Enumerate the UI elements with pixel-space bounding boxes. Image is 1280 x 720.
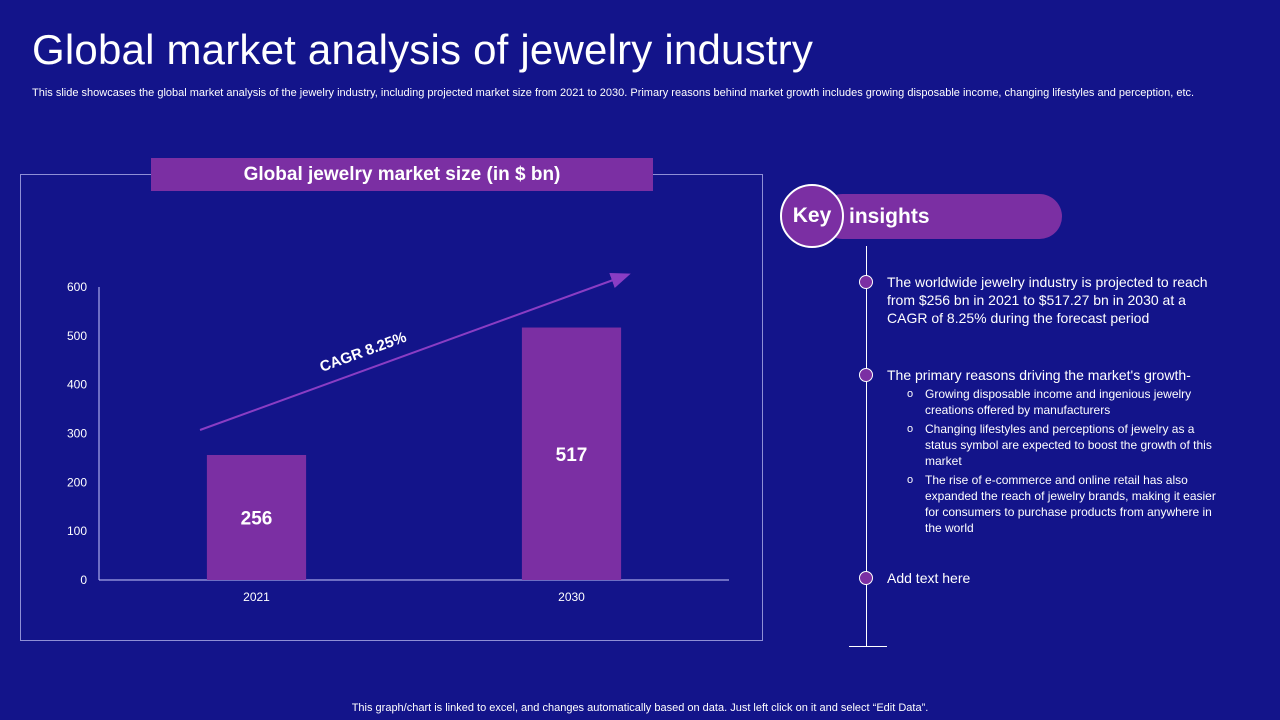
bar-data-label: 517 [556,445,588,466]
bar-2030 [521,327,622,580]
list-item-text: Growing disposable income and ingenious … [925,387,1192,417]
timeline-dot [859,571,873,585]
page-title: Global market analysis of jewelry indust… [32,26,814,73]
key-insights-heading-key: Key [792,204,832,227]
y-tick-label: 600 [67,280,87,294]
key-insights-heading-rest: insights [849,205,930,228]
chart-title-bar: Global jewelry market size (in $ bn) [151,158,653,191]
cagr-label: CAGR 8.25% [318,329,409,376]
y-tick-label: 400 [67,378,87,392]
insight-item: The primary reasons driving the market's… [887,367,1191,383]
key-insights-pill [820,194,1062,239]
list-item: o The rise of e-commerce and online reta… [905,472,1225,536]
growth-reasons-list: o Growing disposable income and ingeniou… [905,386,1225,539]
insight-item: The worldwide jewelry industry is projec… [887,274,1208,326]
list-item: o Growing disposable income and ingeniou… [905,386,1225,418]
y-tick-label: 100 [67,524,87,538]
timeline-foot [849,646,887,647]
page-subtitle: This slide showcases the global market a… [32,87,1195,99]
sub-bullet: o [907,423,914,435]
list-item-text: Changing lifestyles and perceptions of j… [925,422,1212,468]
sub-bullet: o [907,474,914,486]
x-tick-label: 2021 [243,590,270,604]
insight-item: Add text here [887,570,971,586]
timeline-dot [859,275,873,289]
cagr-arrow [199,272,631,431]
bar-data-label: 256 [241,508,273,529]
sub-bullet: o [907,388,914,400]
bar-2021 [206,454,307,580]
key-insights-circle: Key [780,184,844,248]
list-item: o Changing lifestyles and perceptions of… [905,421,1225,469]
y-tick-label: 0 [80,573,87,587]
footer-note: This graph/chart is linked to excel, and… [351,702,929,714]
x-tick-label: 2030 [558,590,585,604]
list-item-text: The rise of e-commerce and online retail… [925,473,1216,535]
timeline-line [866,246,867,646]
y-tick-label: 300 [67,427,87,441]
chart-title: Global jewelry market size (in $ bn) [243,163,561,185]
bar-chart: 0 100 200 300 400 500 600 256 2021 517 2030 CAGR … [67,272,729,604]
y-tick-label: 500 [67,329,87,343]
timeline-dot [859,368,873,382]
y-tick-label: 200 [67,475,87,489]
